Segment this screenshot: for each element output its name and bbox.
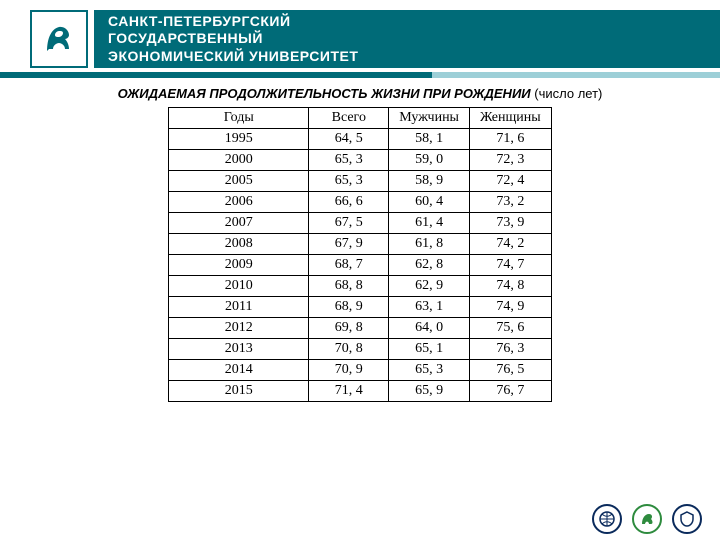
title-paren: (число лет) bbox=[534, 86, 602, 101]
university-logo bbox=[30, 10, 88, 68]
table-cell: 70, 9 bbox=[309, 360, 389, 381]
table-cell: 62, 9 bbox=[389, 276, 470, 297]
table-cell: 65, 3 bbox=[389, 360, 470, 381]
table-cell: 71, 6 bbox=[469, 129, 551, 150]
table-cell: 68, 8 bbox=[309, 276, 389, 297]
table-row: 201068, 862, 974, 8 bbox=[169, 276, 551, 297]
table-cell: 76, 3 bbox=[469, 339, 551, 360]
table-cell: 2012 bbox=[169, 318, 309, 339]
table-row: 200565, 358, 972, 4 bbox=[169, 171, 551, 192]
table-cell: 72, 4 bbox=[469, 171, 551, 192]
title-main: ОЖИДАЕМАЯ ПРОДОЛЖИТЕЛЬНОСТЬ ЖИЗНИ ПРИ РО… bbox=[118, 86, 531, 101]
table-cell: 61, 4 bbox=[389, 213, 470, 234]
table-cell: 2000 bbox=[169, 150, 309, 171]
table-cell: 65, 3 bbox=[309, 171, 389, 192]
table-cell: 64, 0 bbox=[389, 318, 470, 339]
table-cell: 65, 1 bbox=[389, 339, 470, 360]
col-total: Всего bbox=[309, 108, 389, 129]
table-cell: 2006 bbox=[169, 192, 309, 213]
table-cell: 2007 bbox=[169, 213, 309, 234]
table-row: 199564, 558, 171, 6 bbox=[169, 129, 551, 150]
table-cell: 58, 9 bbox=[389, 171, 470, 192]
table-row: 200968, 762, 874, 7 bbox=[169, 255, 551, 276]
griffin-icon bbox=[39, 19, 79, 59]
table-row: 200666, 660, 473, 2 bbox=[169, 192, 551, 213]
footer-logo-3 bbox=[672, 504, 702, 534]
col-women: Женщины bbox=[469, 108, 551, 129]
table-cell: 64, 5 bbox=[309, 129, 389, 150]
banner-line3: ЭКОНОМИЧЕСКИЙ УНИВЕРСИТЕТ bbox=[108, 48, 720, 66]
table-cell: 65, 3 bbox=[309, 150, 389, 171]
table-cell: 76, 5 bbox=[469, 360, 551, 381]
banner-line1: САНКТ-ПЕТЕРБУРГСКИЙ bbox=[108, 13, 720, 31]
table-cell: 73, 2 bbox=[469, 192, 551, 213]
table-cell: 76, 7 bbox=[469, 381, 551, 402]
table-cell: 60, 4 bbox=[389, 192, 470, 213]
university-header: САНКТ-ПЕТЕРБУРГСКИЙ ГОСУДАРСТВЕННЫЙ ЭКОН… bbox=[0, 0, 720, 78]
table-cell: 2014 bbox=[169, 360, 309, 381]
table-cell: 74, 8 bbox=[469, 276, 551, 297]
col-men: Мужчины bbox=[389, 108, 470, 129]
table-row: 201269, 864, 075, 6 bbox=[169, 318, 551, 339]
table-cell: 69, 8 bbox=[309, 318, 389, 339]
table-cell: 1995 bbox=[169, 129, 309, 150]
table-cell: 71, 4 bbox=[309, 381, 389, 402]
globe-icon bbox=[598, 510, 616, 528]
table-cell: 2005 bbox=[169, 171, 309, 192]
table-cell: 67, 5 bbox=[309, 213, 389, 234]
table-row: 201571, 465, 976, 7 bbox=[169, 381, 551, 402]
griffin-small-icon bbox=[638, 510, 656, 528]
table-header-row: Годы Всего Мужчины Женщины bbox=[169, 108, 551, 129]
table-cell: 62, 8 bbox=[389, 255, 470, 276]
footer-logo-1 bbox=[592, 504, 622, 534]
table-row: 201168, 963, 174, 9 bbox=[169, 297, 551, 318]
footer-logos bbox=[592, 504, 702, 534]
table-cell: 74, 2 bbox=[469, 234, 551, 255]
table-cell: 68, 9 bbox=[309, 297, 389, 318]
table-cell: 66, 6 bbox=[309, 192, 389, 213]
table-cell: 74, 7 bbox=[469, 255, 551, 276]
table-cell: 68, 7 bbox=[309, 255, 389, 276]
table-cell: 65, 9 bbox=[389, 381, 470, 402]
table-cell: 67, 9 bbox=[309, 234, 389, 255]
table-cell: 61, 8 bbox=[389, 234, 470, 255]
table-cell: 63, 1 bbox=[389, 297, 470, 318]
table-cell: 2011 bbox=[169, 297, 309, 318]
table-cell: 75, 6 bbox=[469, 318, 551, 339]
footer-logo-2 bbox=[632, 504, 662, 534]
col-year: Годы bbox=[169, 108, 309, 129]
table-cell: 72, 3 bbox=[469, 150, 551, 171]
table-row: 201370, 865, 176, 3 bbox=[169, 339, 551, 360]
table-cell: 58, 1 bbox=[389, 129, 470, 150]
table-cell: 73, 9 bbox=[469, 213, 551, 234]
banner-line2: ГОСУДАРСТВЕННЫЙ bbox=[108, 30, 720, 48]
table-container: Годы Всего Мужчины Женщины 199564, 558, … bbox=[0, 107, 720, 402]
table-row: 200767, 561, 473, 9 bbox=[169, 213, 551, 234]
table-cell: 2008 bbox=[169, 234, 309, 255]
table-cell: 2009 bbox=[169, 255, 309, 276]
shield-icon bbox=[678, 510, 696, 528]
table-cell: 74, 9 bbox=[469, 297, 551, 318]
university-banner: САНКТ-ПЕТЕРБУРГСКИЙ ГОСУДАРСТВЕННЫЙ ЭКОН… bbox=[94, 10, 720, 68]
table-cell: 59, 0 bbox=[389, 150, 470, 171]
table-cell: 2010 bbox=[169, 276, 309, 297]
page-title: ОЖИДАЕМАЯ ПРОДОЛЖИТЕЛЬНОСТЬ ЖИЗНИ ПРИ РО… bbox=[0, 86, 720, 101]
table-row: 201470, 965, 376, 5 bbox=[169, 360, 551, 381]
table-row: 200065, 359, 072, 3 bbox=[169, 150, 551, 171]
table-cell: 2013 bbox=[169, 339, 309, 360]
life-expectancy-table: Годы Всего Мужчины Женщины 199564, 558, … bbox=[168, 107, 551, 402]
table-cell: 2015 bbox=[169, 381, 309, 402]
table-row: 200867, 961, 874, 2 bbox=[169, 234, 551, 255]
table-cell: 70, 8 bbox=[309, 339, 389, 360]
header-stripe bbox=[0, 72, 720, 78]
